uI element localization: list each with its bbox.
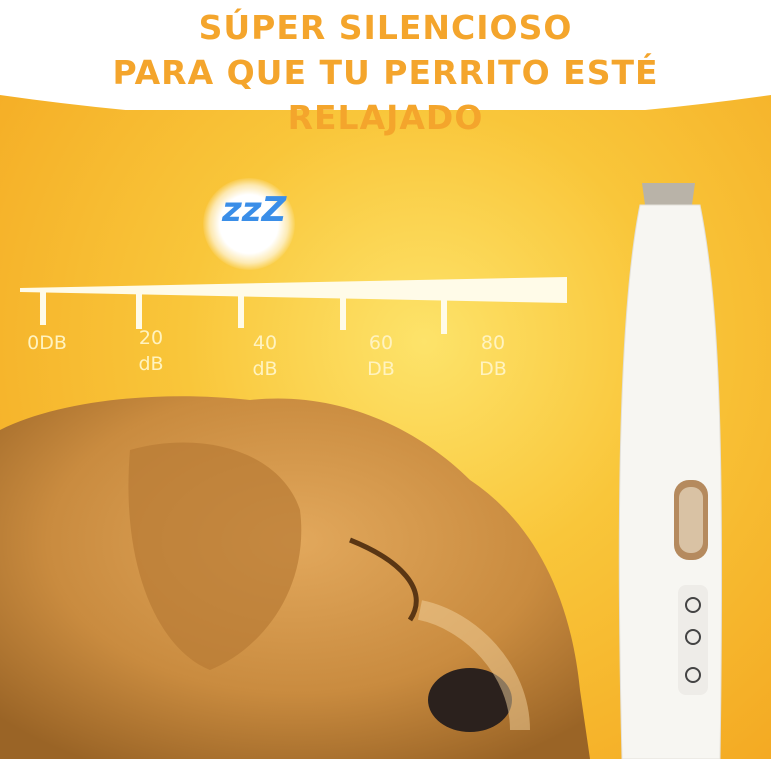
headline: SÚPER SILENCIOSO PARA QUE TU PERRITO EST… xyxy=(0,5,771,140)
indicator-icon xyxy=(685,597,701,613)
glow-circle xyxy=(203,178,295,270)
scale-tick xyxy=(40,289,46,325)
headline-line-1: SÚPER SILENCIOSO xyxy=(198,8,573,47)
tick-label-20: 20 dB xyxy=(138,327,164,375)
tick-label-60: 60 DB xyxy=(367,332,395,380)
sleeping-dog-image xyxy=(0,396,590,759)
scale-bar xyxy=(20,277,567,303)
sleep-zzz-icon: zzZ xyxy=(222,190,287,230)
tick-label-80: 80 DB xyxy=(479,332,507,380)
pet-trimmer-image xyxy=(618,183,723,759)
headline-line-2: PARA QUE TU PERRITO ESTÉ xyxy=(112,53,659,92)
top-white-wave xyxy=(0,0,771,110)
scale-tick xyxy=(136,292,142,329)
scale-tick xyxy=(441,300,447,334)
dog-ear xyxy=(128,442,302,670)
noise-scale xyxy=(20,277,567,334)
trimmer-blade xyxy=(642,183,695,205)
dog-nose xyxy=(428,668,512,732)
tick-label-0: 0DB xyxy=(27,332,67,354)
power-icon xyxy=(685,667,701,683)
tick-label-40: 40 dB xyxy=(252,332,278,380)
headline-line-3: RELAJADO xyxy=(287,98,484,137)
scale-tick xyxy=(238,294,244,328)
scale-tick xyxy=(340,298,346,330)
dog-eye xyxy=(349,537,419,622)
indicator-icon xyxy=(685,629,701,645)
